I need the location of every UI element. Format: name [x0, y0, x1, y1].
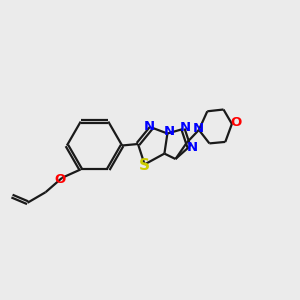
- Text: O: O: [55, 172, 66, 185]
- Text: N: N: [143, 120, 155, 134]
- Text: O: O: [231, 116, 242, 129]
- Text: N: N: [192, 122, 204, 135]
- Text: N: N: [180, 121, 191, 134]
- Text: N: N: [187, 141, 198, 154]
- Text: N: N: [163, 124, 175, 138]
- Text: S: S: [139, 158, 150, 173]
